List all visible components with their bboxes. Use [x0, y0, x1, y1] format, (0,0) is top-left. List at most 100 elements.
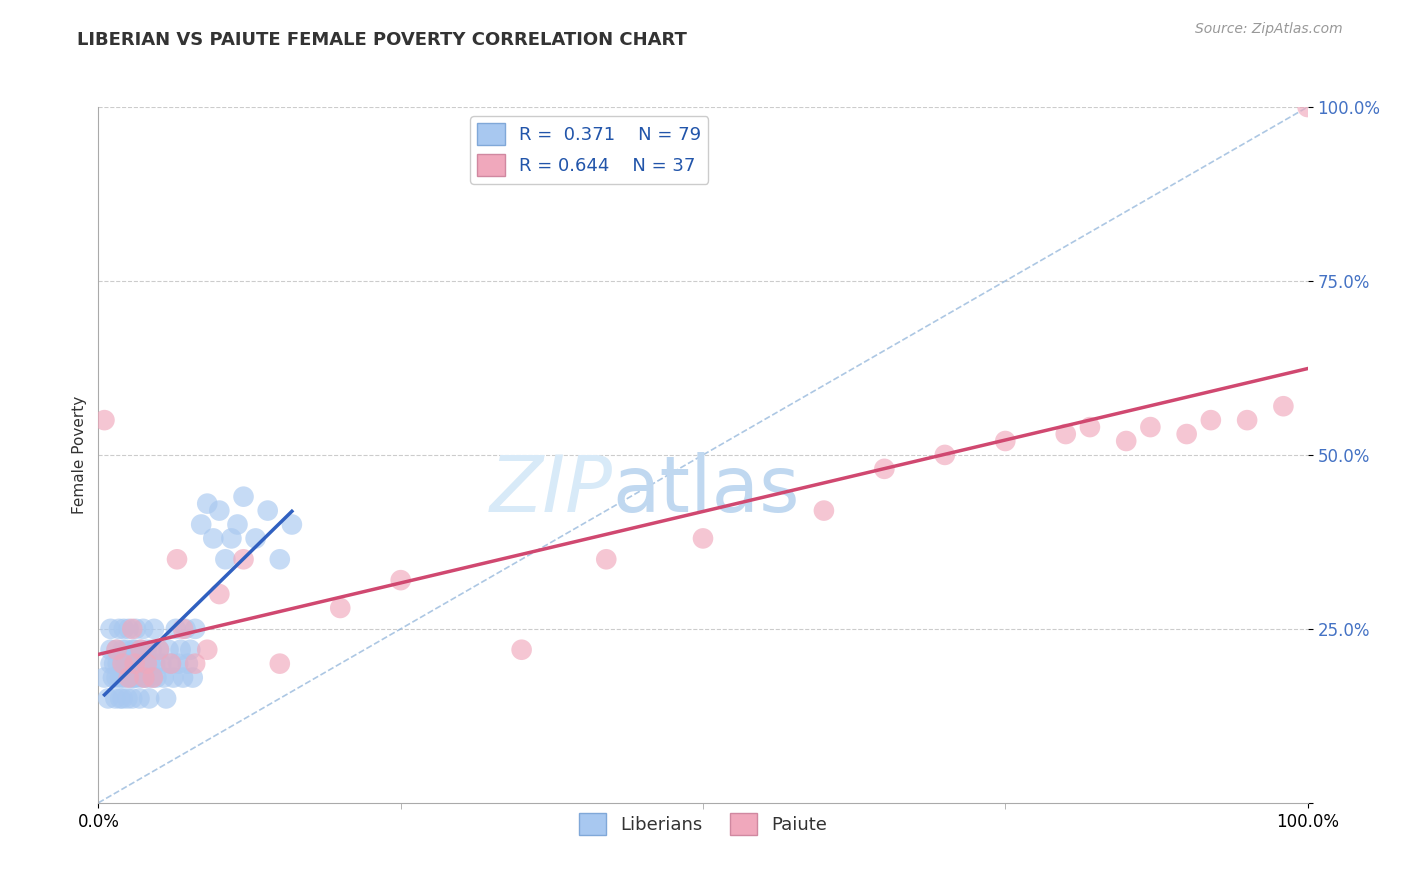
Point: [131, 671, 153, 685]
Point: [124, 657, 146, 671]
Point: [1175, 427, 1198, 442]
Point: [120, 671, 142, 685]
Point: [135, 657, 157, 671]
Point: [122, 671, 145, 685]
Text: LIBERIAN VS PAIUTE FEMALE POVERTY CORRELATION CHART: LIBERIAN VS PAIUTE FEMALE POVERTY CORREL…: [77, 31, 688, 49]
Point: [202, 532, 225, 546]
Point: [107, 657, 129, 671]
Point: [121, 642, 143, 657]
Point: [104, 691, 127, 706]
Point: [994, 434, 1017, 448]
Point: [214, 552, 236, 566]
Point: [100, 657, 122, 671]
Point: [125, 622, 148, 636]
Point: [101, 671, 124, 685]
Point: [150, 657, 173, 671]
Point: [1078, 420, 1101, 434]
Point: [184, 622, 207, 636]
Point: [111, 642, 134, 657]
Point: [167, 657, 190, 671]
Point: [221, 532, 243, 546]
Point: [108, 691, 131, 706]
Point: [108, 622, 131, 636]
Point: [136, 671, 159, 685]
Point: [1272, 399, 1295, 413]
Point: [117, 691, 139, 706]
Point: [162, 671, 184, 685]
Point: [145, 671, 167, 685]
Point: [152, 671, 174, 685]
Point: [181, 671, 204, 685]
Point: [143, 657, 166, 671]
Point: [111, 691, 134, 706]
Point: [160, 657, 183, 671]
Point: [127, 657, 149, 671]
Point: [184, 657, 207, 671]
Point: [148, 642, 170, 657]
Point: [165, 622, 187, 636]
Point: [129, 642, 152, 657]
Point: [174, 622, 197, 636]
Point: [111, 671, 134, 685]
Point: [134, 671, 156, 685]
Point: [190, 517, 212, 532]
Y-axis label: Female Poverty: Female Poverty: [72, 396, 87, 514]
Point: [813, 503, 835, 517]
Point: [281, 517, 304, 532]
Point: [256, 503, 278, 517]
Point: [245, 532, 267, 546]
Point: [155, 691, 177, 706]
Point: [595, 552, 617, 566]
Point: [124, 642, 146, 657]
Point: [105, 671, 128, 685]
Point: [124, 671, 146, 685]
Point: [232, 552, 254, 566]
Text: Source: ZipAtlas.com: Source: ZipAtlas.com: [1195, 22, 1343, 37]
Point: [329, 601, 352, 615]
Point: [195, 642, 218, 657]
Point: [1236, 413, 1258, 427]
Point: [142, 671, 165, 685]
Point: [389, 573, 412, 587]
Point: [269, 657, 291, 671]
Point: [127, 671, 149, 685]
Point: [128, 691, 150, 706]
Point: [692, 532, 714, 546]
Text: ZIP: ZIP: [489, 451, 613, 528]
Point: [148, 642, 170, 657]
Point: [232, 490, 254, 504]
Point: [111, 657, 134, 671]
Point: [1199, 413, 1222, 427]
Point: [100, 622, 122, 636]
Point: [138, 691, 160, 706]
Point: [873, 462, 896, 476]
Point: [105, 642, 128, 657]
Point: [105, 642, 128, 657]
Point: [132, 622, 155, 636]
Point: [208, 503, 231, 517]
Point: [139, 657, 162, 671]
Point: [114, 671, 136, 685]
Point: [115, 657, 138, 671]
Point: [1115, 434, 1137, 448]
Point: [226, 517, 249, 532]
Point: [100, 642, 122, 657]
Point: [135, 657, 157, 671]
Point: [1296, 100, 1319, 114]
Point: [141, 642, 163, 657]
Point: [195, 497, 218, 511]
Point: [103, 657, 125, 671]
Point: [124, 657, 146, 671]
Point: [134, 671, 156, 685]
Point: [166, 552, 188, 566]
Point: [93, 413, 115, 427]
Point: [160, 657, 183, 671]
Point: [269, 552, 291, 566]
Point: [121, 622, 143, 636]
Point: [142, 671, 165, 685]
Point: [172, 671, 194, 685]
Point: [179, 642, 201, 657]
Point: [177, 657, 200, 671]
Point: [510, 642, 533, 657]
Point: [118, 671, 141, 685]
